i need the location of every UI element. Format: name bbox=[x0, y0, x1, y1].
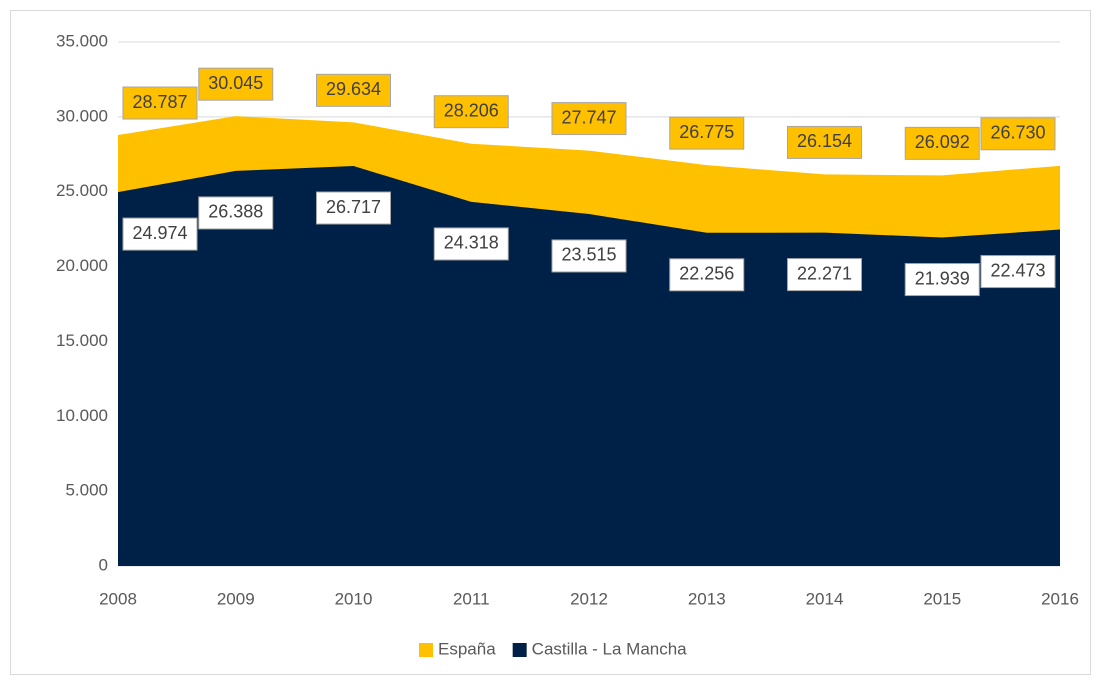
legend-label: España bbox=[438, 639, 496, 658]
data-label-box bbox=[122, 217, 198, 251]
data-label: 24.318 bbox=[444, 233, 499, 253]
x-tick-label: 2016 bbox=[1041, 589, 1079, 608]
data-label: 26.730 bbox=[990, 123, 1045, 143]
y-tick-label: 15.000 bbox=[56, 331, 108, 350]
data-label: 22.473 bbox=[990, 260, 1045, 280]
data-label: 21.939 bbox=[915, 268, 970, 288]
legend-swatch bbox=[419, 643, 433, 657]
data-label-box bbox=[787, 125, 862, 159]
data-label: 22.271 bbox=[797, 263, 852, 283]
y-tick-label: 35.000 bbox=[56, 31, 108, 50]
data-label-box bbox=[669, 116, 745, 150]
data-label: 26.154 bbox=[797, 131, 852, 151]
data-label: 30.045 bbox=[208, 73, 263, 93]
data-label-box bbox=[980, 117, 1056, 151]
x-tick-label: 2015 bbox=[923, 589, 961, 608]
x-tick-label: 2011 bbox=[453, 589, 490, 608]
data-label: 26.092 bbox=[915, 132, 970, 152]
data-label: 22.256 bbox=[679, 264, 734, 284]
data-label: 29.634 bbox=[326, 79, 381, 99]
data-label-box bbox=[904, 263, 980, 297]
data-label: 26.775 bbox=[679, 122, 734, 142]
legend-swatch bbox=[512, 643, 527, 657]
y-tick-label: 30.000 bbox=[56, 106, 108, 125]
data-label-box bbox=[122, 86, 198, 120]
data-label-box bbox=[316, 191, 391, 225]
x-tick-label: 2009 bbox=[217, 589, 255, 608]
y-tick-label: 10.000 bbox=[56, 406, 108, 425]
data-label: 24.974 bbox=[132, 223, 187, 243]
data-label-box bbox=[433, 227, 509, 261]
data-label-box bbox=[669, 258, 745, 292]
data-label-box bbox=[787, 258, 862, 292]
y-tick-label: 0 bbox=[99, 555, 108, 574]
data-label-box bbox=[198, 196, 274, 230]
data-label-box bbox=[551, 102, 627, 136]
data-label: 27.747 bbox=[561, 107, 616, 127]
data-label: 23.515 bbox=[561, 245, 616, 265]
data-label: 28.206 bbox=[444, 100, 499, 120]
data-label-box bbox=[433, 95, 509, 129]
data-label: 26.388 bbox=[208, 202, 263, 222]
y-tick-label: 25.000 bbox=[56, 181, 108, 200]
data-label-box bbox=[551, 239, 627, 273]
x-tick-label: 2013 bbox=[688, 589, 726, 608]
legend-label: Castilla - La Mancha bbox=[532, 639, 688, 658]
y-tick-label: 20.000 bbox=[56, 256, 108, 275]
x-tick-label: 2014 bbox=[806, 589, 844, 608]
data-label: 28.787 bbox=[132, 92, 187, 112]
x-tick-label: 2008 bbox=[99, 589, 137, 608]
x-tick-label: 2012 bbox=[570, 589, 608, 608]
y-tick-label: 5.000 bbox=[65, 481, 108, 500]
data-label-box bbox=[316, 73, 391, 107]
data-label-box bbox=[904, 126, 980, 160]
data-label-box bbox=[980, 255, 1056, 289]
data-label: 26.717 bbox=[326, 197, 381, 217]
x-tick-label: 2010 bbox=[335, 589, 373, 608]
data-label-box bbox=[198, 67, 274, 101]
